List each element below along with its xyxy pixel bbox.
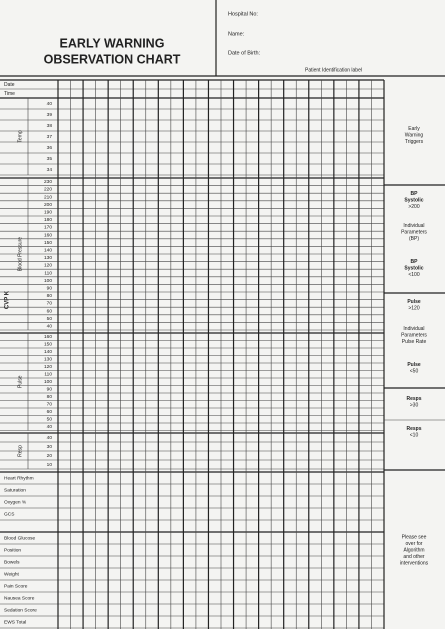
scale-label: 140 [44,349,52,355]
trigger-text: over for [406,541,423,547]
trigger-text: (BP) [409,236,419,242]
scale-label: 150 [44,240,52,246]
trigger-text: Early [408,126,420,132]
trigger-text: Pulse [407,299,421,305]
trigger-text: Warning [405,132,424,138]
scale-label: 110 [44,372,52,378]
scale-label: 90 [47,285,53,291]
trigger-text: Resps [406,426,421,432]
scale-label: 10 [47,462,53,468]
scale-label: 170 [44,225,52,231]
scale-label: 160 [44,334,52,340]
trigger-text: Please see [402,534,427,540]
label-note: Patient Identification label [305,67,362,73]
trigger-text: BP [411,259,419,265]
scale-label: 230 [44,179,52,185]
trigger-text: Systolic [404,197,423,203]
scale-label: 130 [44,255,52,261]
trigger-text: >30 [410,403,419,409]
row-label: Saturation [4,487,26,493]
scale-label: 110 [44,270,52,276]
row-label: Weight [4,571,20,577]
trigger-text: <50 [410,369,419,375]
observation-chart: EARLY WARNING OBSERVATION CHART Hospital… [0,0,445,629]
field: Name: [228,31,245,37]
scale-label: 150 [44,342,52,348]
scale-label: 35 [47,156,53,162]
scale-label: 60 [47,409,53,415]
trigger-text: Parameters [401,332,427,338]
section-label: Blood Pressure [17,237,23,271]
section-label: Temp [17,130,23,142]
scale-label: 38 [47,123,53,129]
title-line-1: EARLY WARNING [60,36,165,50]
row-label: Heart Rhythm [4,475,34,481]
trigger-text: BP [411,191,419,197]
title-line-2: OBSERVATION CHART [44,52,181,66]
scale-label: 140 [44,247,52,253]
scale-label: 100 [44,278,52,284]
scale-label: 100 [44,379,52,385]
trigger-text: Resps [406,396,421,402]
trigger-text: interventions [400,560,429,566]
scale-label: 210 [44,194,52,200]
scale-label: 50 [47,316,53,322]
row-label: GCS [4,511,14,517]
scale-label: 40 [47,435,53,441]
trigger-text: Algorithm [403,547,424,553]
row-label: Position [4,547,21,553]
scale-label: 160 [44,232,52,238]
scale-label: 39 [47,112,53,118]
scale-label: 120 [44,263,52,269]
row-label: Sedation Score [4,607,37,613]
field: Date of Birth: [228,50,261,56]
scale-label: 60 [47,308,53,314]
row-label: Pain Score [4,583,28,589]
scale-label: 130 [44,357,52,363]
scale-label: 90 [47,387,53,393]
scale-label: 34 [47,167,53,173]
scale-label: 37 [47,134,53,140]
scale-label: 80 [47,293,53,299]
scale-label: 40 [47,424,53,430]
scale-label: 30 [47,444,53,450]
scale-label: 70 [47,301,53,307]
trigger-text: <100 [408,272,419,278]
trigger-text: Systolic [404,265,423,271]
trigger-text: Triggers [405,139,424,145]
trigger-text: Pulse [407,362,421,368]
trigger-text: Parameters [401,229,427,235]
scale-label: 20 [47,453,53,459]
field: Hospital No: [228,11,258,17]
row-label: EWS Total [4,619,26,625]
scale-label: 70 [47,402,53,408]
trigger-text: and other [403,554,424,560]
scale-label: 180 [44,217,52,223]
trigger-text: >120 [408,306,419,312]
scale-label: 36 [47,145,53,151]
scale-label: 120 [44,364,52,370]
scale-label: 50 [47,417,53,423]
scale-label: 190 [44,209,52,215]
scale-label: 80 [47,394,53,400]
trigger-text: Individual [403,223,424,229]
scale-label: 220 [44,187,52,193]
trigger-text: Individual [403,326,424,332]
row-label: Oxygen % [4,499,27,505]
row-label: Bowels [4,559,20,565]
scale-label: 40 [47,323,53,329]
row-label: Date [4,82,15,88]
trigger-text: Pulse Rate [402,339,427,345]
row-label: Time [4,91,15,97]
section-label: Resp [17,445,23,457]
trigger-text: <10 [410,433,419,439]
scale-label: 40 [47,101,53,107]
trigger-text: >200 [408,204,419,210]
row-label: Blood Glucose [4,535,36,541]
section-label: Pulse [17,375,23,388]
scale-label: 200 [44,202,52,208]
row-label: Nausea Score [4,595,35,601]
